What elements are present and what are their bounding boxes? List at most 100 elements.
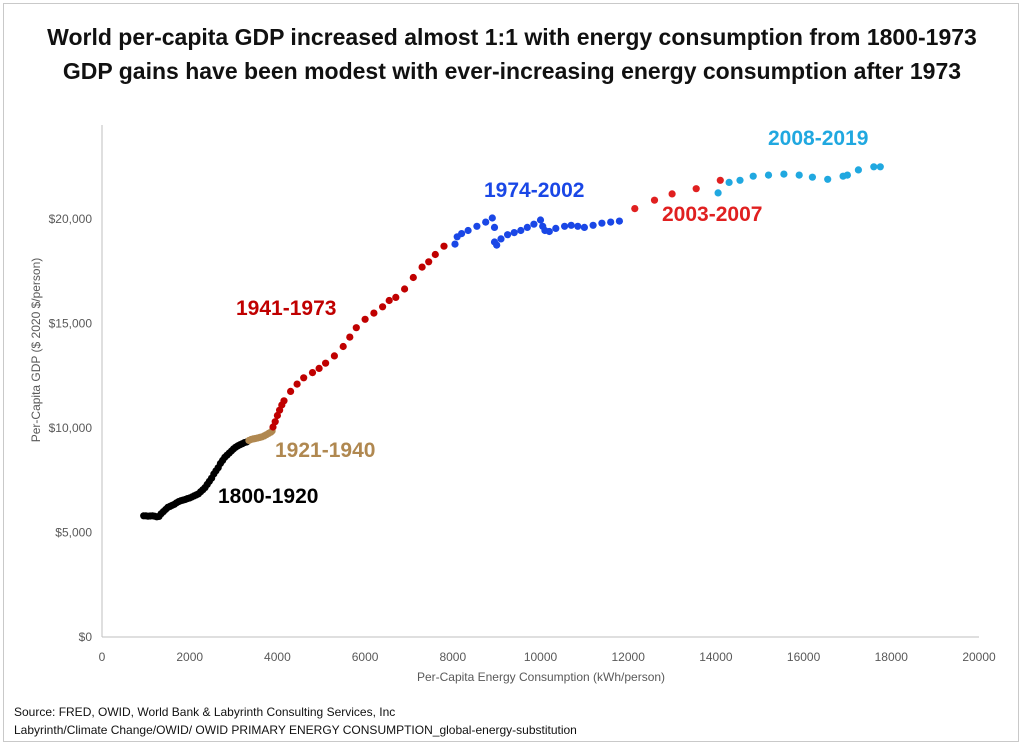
data-point-1941-1973 xyxy=(280,397,288,405)
data-point-2008-2019 xyxy=(795,171,803,179)
data-point-1941-1973 xyxy=(271,418,279,426)
data-point-1941-1973 xyxy=(322,359,330,367)
series-label-1800-1920: 1800-1920 xyxy=(218,485,318,508)
series-label-1941-1973: 1941-1973 xyxy=(236,297,336,320)
data-point-1974-2002 xyxy=(545,227,553,236)
data-point-2008-2019 xyxy=(843,171,852,179)
source-path-note: Labyrinth/Climate Change/OWID/ OWID PRIM… xyxy=(14,723,577,737)
data-point-1974-2002 xyxy=(464,226,472,235)
x-tick-label: 18000 xyxy=(875,650,909,664)
data-point-1974-2002 xyxy=(488,214,496,222)
x-tick-label: 16000 xyxy=(787,650,821,664)
chart-title-line-2: GDP gains have been modest with ever-inc… xyxy=(62,58,962,84)
series-label-1974-2002: 1974-2002 xyxy=(484,179,584,202)
data-point-1974-2002 xyxy=(523,223,531,231)
data-point-1974-2002 xyxy=(598,219,606,227)
data-point-1941-1973 xyxy=(346,333,354,341)
data-point-1974-2002 xyxy=(451,240,459,248)
x-tick-label: 14000 xyxy=(699,650,733,664)
data-point-1941-1973 xyxy=(418,263,426,271)
x-tick-label: 0 xyxy=(99,650,106,664)
x-tick-label: 20000 xyxy=(962,650,996,664)
data-point-1941-1973 xyxy=(352,324,360,332)
data-point-1974-2002 xyxy=(493,241,501,249)
chart-ticks: 0 2000 4000 6000 8000 10000 12000 14000 16000 180… xyxy=(49,212,996,664)
data-point-2003-2007 xyxy=(692,185,700,193)
data-point-1974-2002 xyxy=(589,221,597,229)
data-point-1941-1973 xyxy=(339,342,347,351)
data-point-1974-2002 xyxy=(552,224,560,232)
data-point-1941-1973 xyxy=(379,303,387,311)
source-note: Source: FRED, OWID, World Bank & Labyrin… xyxy=(14,705,396,719)
data-point-2008-2019 xyxy=(764,171,773,179)
data-point-2008-2019 xyxy=(725,178,733,186)
series-label-2003-2007: 2003-2007 xyxy=(662,203,762,226)
y-axis-label: Per-Capita GDP ($ 2020 $/person) xyxy=(29,258,43,443)
data-point-2003-2007 xyxy=(668,190,676,198)
data-point-2003-2007 xyxy=(716,176,724,184)
data-point-2008-2019 xyxy=(854,166,863,174)
data-point-1941-1973 xyxy=(293,380,301,388)
data-point-1941-1973 xyxy=(385,296,393,305)
chart-points xyxy=(140,163,884,521)
data-point-1974-2002 xyxy=(574,222,582,230)
data-point-1941-1973 xyxy=(431,250,439,259)
data-point-1974-2002 xyxy=(458,230,466,238)
data-point-1941-1973 xyxy=(361,315,369,323)
data-point-1974-2002 xyxy=(504,231,512,239)
data-point-1941-1973 xyxy=(440,242,448,250)
y-tick-label: $5,000 xyxy=(55,526,92,540)
data-point-1974-2002 xyxy=(490,223,499,231)
x-tick-label: 6000 xyxy=(352,650,379,664)
data-point-2008-2019 xyxy=(714,189,722,197)
data-point-1941-1973 xyxy=(370,309,378,317)
data-point-1974-2002 xyxy=(607,218,615,226)
data-point-1941-1973 xyxy=(315,364,323,372)
x-tick-label: 12000 xyxy=(612,650,646,664)
y-tick-label: $10,000 xyxy=(49,421,93,435)
data-point-1974-2002 xyxy=(567,221,575,229)
data-point-2008-2019 xyxy=(870,163,878,171)
x-tick-label: 4000 xyxy=(264,650,291,664)
data-point-1941-1973 xyxy=(330,352,338,360)
figure-frame xyxy=(3,3,1019,742)
chart-series-labels: 1800-1920 1921-1940 1941-1973 1974-2002 2003… xyxy=(218,127,868,508)
data-point-1974-2002 xyxy=(536,216,545,224)
data-point-1974-2002 xyxy=(530,220,538,228)
x-tick-label: 10000 xyxy=(524,650,558,664)
data-point-2008-2019 xyxy=(749,172,757,180)
data-point-1941-1973 xyxy=(392,293,400,301)
data-point-1941-1973 xyxy=(300,374,308,382)
x-axis-label: Per-Capita Energy Consumption (kWh/perso… xyxy=(417,670,665,684)
data-point-1974-2002 xyxy=(510,229,518,237)
data-point-1941-1973 xyxy=(401,285,409,293)
x-tick-label: 8000 xyxy=(439,650,466,664)
series-label-2008-2019: 2008-2019 xyxy=(768,127,868,150)
data-point-1974-2002 xyxy=(497,235,505,243)
data-point-2008-2019 xyxy=(808,173,817,181)
data-point-2008-2019 xyxy=(876,163,884,171)
chart-title-line-1: World per-capita GDP increased almost 1:… xyxy=(47,24,977,50)
data-point-1974-2002 xyxy=(580,223,589,231)
data-point-2003-2007 xyxy=(631,205,639,213)
data-point-1941-1973 xyxy=(425,258,433,266)
data-point-1941-1973 xyxy=(308,369,317,377)
data-point-1974-2002 xyxy=(615,217,624,225)
data-point-1974-2002 xyxy=(517,226,525,235)
data-point-2008-2019 xyxy=(736,176,744,184)
chart-axes xyxy=(101,125,979,638)
data-point-1941-1973 xyxy=(287,387,295,395)
data-point-2008-2019 xyxy=(824,175,832,183)
data-point-1974-2002 xyxy=(561,222,569,230)
data-point-1974-2002 xyxy=(473,222,481,230)
data-point-2003-2007 xyxy=(650,196,659,204)
data-point-1941-1973 xyxy=(409,273,417,282)
x-tick-label: 2000 xyxy=(176,650,203,664)
data-point-1974-2002 xyxy=(482,218,490,226)
data-point-2008-2019 xyxy=(780,170,788,178)
series-label-1921-1940: 1921-1940 xyxy=(275,439,375,462)
y-tick-label: $20,000 xyxy=(49,212,93,226)
y-tick-label: $0 xyxy=(79,630,93,644)
y-tick-label: $15,000 xyxy=(49,317,93,331)
